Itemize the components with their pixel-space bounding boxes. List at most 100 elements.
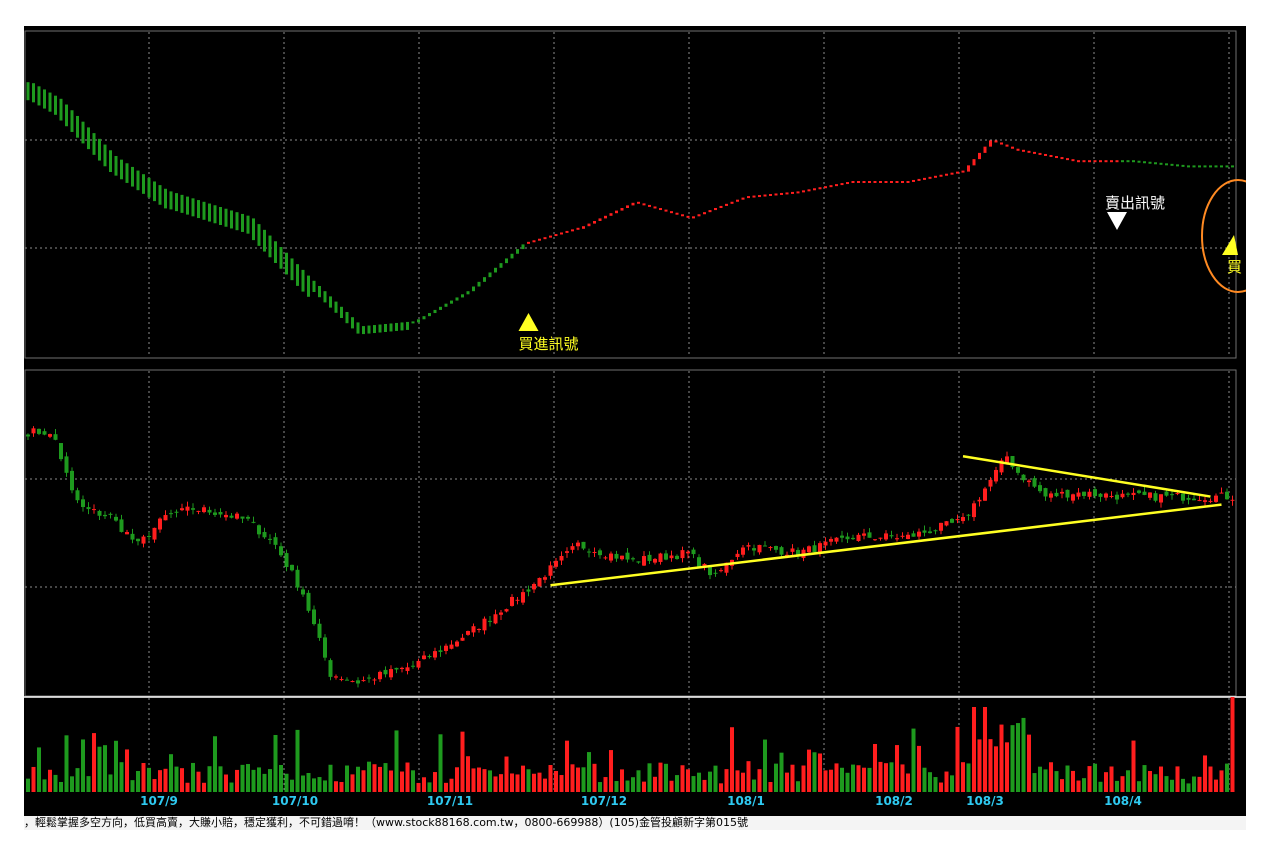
- candle-body: [955, 519, 960, 521]
- volume-bar: [1005, 742, 1009, 792]
- indicator-bar: [114, 156, 118, 176]
- candle-body: [1120, 493, 1125, 498]
- candle-body: [383, 669, 388, 675]
- candle-body: [878, 537, 883, 539]
- volume-bar: [427, 782, 432, 792]
- indicator-bar: [769, 194, 772, 196]
- volume-bar: [543, 778, 547, 792]
- candle-body: [911, 533, 916, 537]
- indicator-bar: [1187, 165, 1190, 168]
- indicator-bar: [884, 181, 888, 183]
- candle-body: [1208, 500, 1213, 502]
- candle-body: [537, 577, 542, 587]
- candle-body: [873, 539, 877, 541]
- candle-body: [834, 537, 839, 542]
- indicator-bar: [98, 138, 101, 161]
- indicator-bar: [824, 186, 827, 189]
- indicator-bar: [367, 325, 371, 334]
- candle-body: [284, 553, 289, 567]
- sell-signal-label: 賣出訊號: [1105, 194, 1165, 212]
- buy-signal: 買進訊號: [518, 313, 579, 353]
- candle-body: [559, 555, 564, 561]
- indicator-bar: [928, 176, 932, 179]
- indicator-bar: [956, 171, 959, 174]
- volume-bar: [642, 781, 646, 792]
- candle-body: [97, 510, 102, 516]
- candle-body: [856, 534, 861, 541]
- indicator-bar: [224, 208, 228, 227]
- candle-body: [460, 637, 465, 641]
- indicator-bar: [950, 172, 954, 175]
- indicator-bar: [538, 238, 541, 241]
- candle-body: [416, 660, 421, 668]
- candle-body: [136, 538, 140, 542]
- indicator-bar: [1181, 164, 1185, 167]
- indicator-bar: [879, 181, 882, 183]
- volume-bar: [598, 782, 602, 792]
- candle-body: [532, 583, 536, 590]
- volume-bar: [345, 765, 349, 792]
- indicator-bar: [1077, 160, 1080, 163]
- indicator-gridlines: [25, 32, 1236, 357]
- candle-body: [917, 531, 921, 537]
- volume-bar: [1060, 779, 1064, 792]
- volume-bar: [1192, 776, 1196, 792]
- volume-bar: [493, 776, 498, 792]
- indicator-bar: [472, 286, 475, 292]
- volume-bar: [862, 767, 866, 792]
- volume-bar: [317, 777, 322, 792]
- indicator-bar: [642, 203, 646, 206]
- volume-bar: [1120, 776, 1125, 792]
- indicator-panel-frame: [24, 30, 1237, 359]
- volume-bar: [1170, 779, 1174, 792]
- candle-body: [1027, 480, 1031, 483]
- volume-bar: [587, 752, 591, 792]
- candle-body: [768, 547, 773, 549]
- indicator-bar: [142, 174, 145, 194]
- candle-body: [328, 660, 333, 677]
- indicator-bar: [422, 316, 426, 320]
- candle-body: [521, 592, 525, 603]
- indicator-bar: [296, 264, 299, 286]
- volume-bar: [504, 756, 509, 792]
- indicator-bar: [219, 207, 222, 225]
- volume-bar: [1126, 770, 1130, 792]
- volume-bar: [1076, 780, 1081, 792]
- candle-body: [70, 470, 74, 491]
- indicator-bar: [719, 205, 723, 208]
- indicator-bar: [235, 212, 239, 231]
- indicator-bar: [873, 181, 877, 183]
- indicator-bar: [180, 194, 184, 213]
- volume-bar: [537, 772, 542, 792]
- candle-body: [1082, 491, 1086, 496]
- volume-bar: [1181, 778, 1185, 792]
- indicator-bar: [912, 179, 915, 182]
- indicator-bar: [307, 275, 310, 297]
- volume-bar: [306, 773, 311, 792]
- volume-panel: [24, 696, 1246, 792]
- volume-bar: [174, 766, 179, 792]
- indicator-bar: [26, 82, 30, 101]
- volume-bar: [488, 770, 492, 792]
- x-tick-label: 108/1: [727, 794, 765, 808]
- candle-body: [867, 532, 872, 538]
- indicator-bar: [516, 249, 519, 254]
- indicator-bar: [780, 192, 783, 195]
- candle-body: [510, 596, 514, 606]
- volume-bar: [119, 762, 124, 792]
- indicator-bar: [1022, 149, 1025, 152]
- volume-bar: [1203, 755, 1207, 792]
- volume-bar: [796, 781, 800, 792]
- candle-body: [1093, 489, 1097, 496]
- indicator-bar: [263, 229, 266, 252]
- indicator-bar: [191, 198, 195, 217]
- volume-bar: [1153, 774, 1158, 792]
- volume-bar: [515, 774, 520, 792]
- indicator-bar: [901, 181, 904, 183]
- volume-bar: [284, 773, 289, 792]
- candle-body: [1054, 492, 1059, 497]
- candle-body: [658, 553, 663, 562]
- volume-bar: [482, 769, 487, 792]
- volume-bar: [950, 775, 954, 792]
- candle-body: [576, 542, 580, 547]
